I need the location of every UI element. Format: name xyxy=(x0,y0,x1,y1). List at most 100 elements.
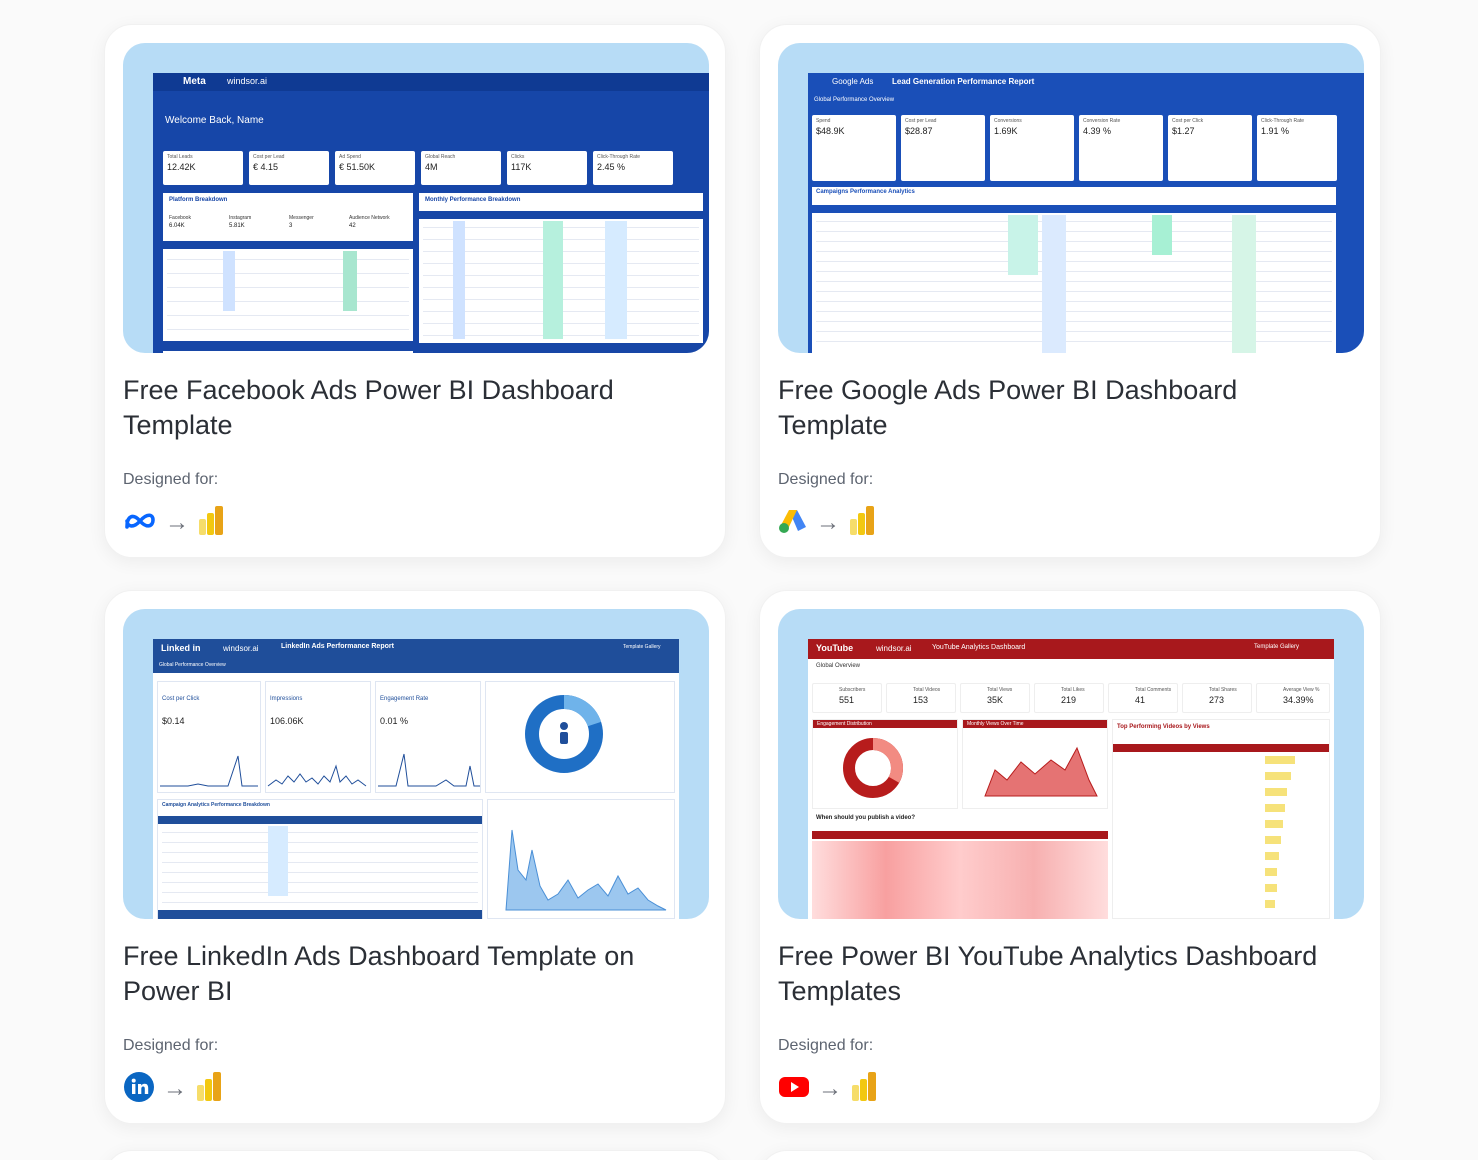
kpi-value: 551 xyxy=(839,695,855,705)
kpi-label: Clicks xyxy=(511,154,525,160)
platform-value: 42 xyxy=(349,223,356,229)
kpi-label: Total Views xyxy=(987,687,1013,693)
linkedin-dashboard-mock: Linked in windsor.ai LinkedIn Ads Perfor… xyxy=(153,639,679,919)
power-bi-icon xyxy=(195,1071,223,1108)
dashboard-preview-image[interactable]: YouTube windsor.ai YouTube Analytics Das… xyxy=(778,609,1364,919)
platform-breakdown-panel: Platform Breakdown Facebook 6.04K Instag… xyxy=(163,193,413,353)
kpi-label: Click-Through Rate xyxy=(597,154,641,160)
card-title[interactable]: Free Facebook Ads Power BI Dashboard Tem… xyxy=(123,375,614,440)
kpi-value: $48.9K xyxy=(816,126,845,136)
kpi-panel: Impressions 106.06K xyxy=(265,681,371,793)
kpi-card: Total Videos 153 xyxy=(886,683,956,713)
template-card-partial[interactable] xyxy=(104,1150,726,1160)
dashboard-topbar xyxy=(808,73,1364,93)
kpi-label: Engagement Rate xyxy=(380,696,429,702)
kpi-value: 273 xyxy=(1209,695,1225,705)
report-title: LinkedIn Ads Performance Report xyxy=(281,643,394,650)
kpi-value: € 4.15 xyxy=(253,162,279,172)
dashboard-preview-image[interactable]: Google Ads Lead Generation Performance R… xyxy=(778,43,1364,353)
power-bi-icon xyxy=(197,505,225,542)
kpi-panel: Engagement Rate 0.01 % xyxy=(375,681,481,793)
kpi-value: 4.39 % xyxy=(1083,126,1112,136)
dashboard-topbar xyxy=(153,73,709,91)
template-card-partial[interactable] xyxy=(759,1150,1381,1160)
arrow-right-icon: → xyxy=(818,1075,842,1102)
google-ads-brand-label: Google Ads xyxy=(832,77,874,86)
panel-title: Engagement Distribution xyxy=(817,721,872,727)
kpi-card: Cost per Lead $28.87 xyxy=(901,115,985,181)
dashboard-preview-image[interactable]: Meta windsor.ai Welcome Back, Name Total… xyxy=(123,43,709,353)
kpi-label: Cost per Lead xyxy=(905,118,937,124)
kpi-card: Subscribers 551 xyxy=(812,683,882,713)
template-card-youtube[interactable]: YouTube windsor.ai YouTube Analytics Das… xyxy=(759,590,1381,1124)
kpi-value: 34.39% xyxy=(1283,695,1314,705)
kpi-label: Conversion Rate xyxy=(1083,118,1121,124)
panel-title: Monthly Views Over Time xyxy=(967,721,1024,727)
monthly-views-panel: Monthly Views Over Time xyxy=(962,719,1108,809)
designed-for-label: Designed for: xyxy=(123,1037,219,1054)
card-title[interactable]: Free Power BI YouTube Analytics Dashboar… xyxy=(778,941,1318,1006)
engagement-panel: Engagement Distribution xyxy=(812,719,958,809)
integration-icons: → xyxy=(778,1071,878,1107)
arrow-right-icon: → xyxy=(163,1075,187,1102)
meta-icon xyxy=(123,510,157,537)
kpi-card: Cost per Click $1.27 xyxy=(1168,115,1252,181)
kpi-card: Conversion Rate 4.39 % xyxy=(1079,115,1163,181)
kpi-card: Average View % 34.39% xyxy=(1256,683,1330,713)
linkedin-icon xyxy=(123,1071,155,1108)
kpi-value: $28.87 xyxy=(905,126,933,136)
kpi-card: Total Shares 273 xyxy=(1182,683,1252,713)
kpi-value: € 51.50K xyxy=(339,162,376,172)
kpi-card: Total Likes 219 xyxy=(1034,683,1104,713)
youtube-dashboard-mock: YouTube windsor.ai YouTube Analytics Das… xyxy=(808,639,1334,919)
overview-label: Global Performance Overview xyxy=(159,662,226,668)
designed-for-label: Designed for: xyxy=(778,471,874,488)
kpi-label: Average View % xyxy=(1283,687,1320,693)
power-bi-icon xyxy=(850,1071,878,1108)
table-total-row xyxy=(419,343,703,353)
kpi-label: Ad Spend xyxy=(339,154,361,160)
table-header xyxy=(158,816,482,824)
kpi-label: Cost per Click xyxy=(162,696,200,702)
welcome-text: Welcome Back, Name xyxy=(165,115,264,126)
card-title[interactable]: Free LinkedIn Ads Dashboard Template on … xyxy=(123,941,635,1006)
kpi-value: 0.01 % xyxy=(380,716,409,726)
kpi-value: 1.69K xyxy=(994,126,1018,136)
table-header xyxy=(1113,744,1329,752)
youtube-brand-label: YouTube xyxy=(816,643,854,653)
area-chart-panel xyxy=(487,799,675,919)
table-header xyxy=(812,831,1108,839)
designed-for-label: Designed for: xyxy=(778,1037,874,1054)
template-card-facebook[interactable]: Meta windsor.ai Welcome Back, Name Total… xyxy=(104,24,726,558)
kpi-value: 117K xyxy=(511,162,532,172)
google-ads-icon xyxy=(778,507,808,540)
campaigns-table-panel: Campaigns Performance Analytics xyxy=(812,187,1336,353)
table-header xyxy=(163,241,413,249)
card-title[interactable]: Free Google Ads Power BI Dashboard Templ… xyxy=(778,375,1238,440)
kpi-label: Cost per Lead xyxy=(253,154,285,160)
kpi-value: 106.06K xyxy=(270,716,304,726)
platform-value: 6.04K xyxy=(169,223,185,229)
panel-title: When should you publish a video? xyxy=(816,815,915,821)
kpi-label: Total Leads xyxy=(167,154,193,160)
platform-label: Instagram xyxy=(229,215,252,221)
template-card-google-ads[interactable]: Google Ads Lead Generation Performance R… xyxy=(759,24,1381,558)
kpi-label: Cost per Click xyxy=(1172,118,1204,124)
kpi-value: 41 xyxy=(1135,695,1146,705)
template-gallery-link: Template Gallery xyxy=(1254,644,1300,650)
campaign-table-panel: Campaign Analytics Performance Breakdown xyxy=(157,799,483,919)
kpi-label: Total Likes xyxy=(1061,687,1085,693)
windsor-brand-label: windsor.ai xyxy=(227,76,268,86)
kpi-value: 12.42K xyxy=(167,162,196,172)
kpi-label: Spend xyxy=(816,118,831,124)
monthly-breakdown-panel: Monthly Performance Breakdown xyxy=(419,193,703,353)
template-card-linkedin[interactable]: Linked in windsor.ai LinkedIn Ads Perfor… xyxy=(104,590,726,1124)
kpi-card: Total Views 35K xyxy=(960,683,1030,713)
table-header xyxy=(419,211,703,219)
dashboard-preview-image[interactable]: Linked in windsor.ai LinkedIn Ads Perfor… xyxy=(123,609,709,919)
kpi-card: Cost per Lead € 4.15 xyxy=(249,151,329,185)
kpi-label: Conversions xyxy=(994,118,1022,124)
kpi-card: Ad Spend € 51.50K xyxy=(335,151,415,185)
kpi-label: Impressions xyxy=(270,696,303,702)
panel-title: Top Performing Videos by Views xyxy=(1117,724,1210,730)
